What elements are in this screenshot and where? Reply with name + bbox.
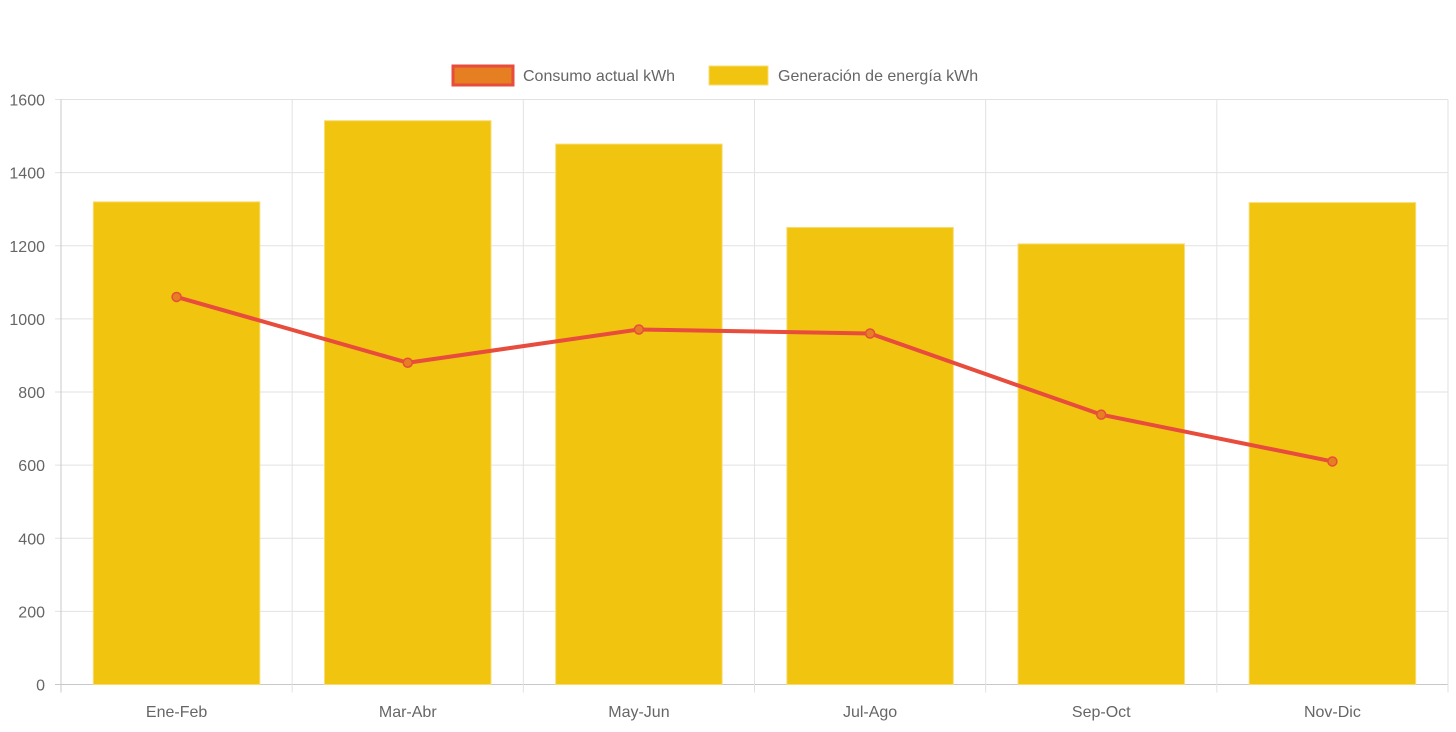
y-axis: 0 200 400 600 800 1000 1200 1400 1600 — [9, 93, 45, 695]
line-path — [176, 295, 1333, 464]
x-tick-label: May-Jun — [608, 704, 669, 721]
y-tick-label: 1200 — [9, 239, 45, 256]
x-tick-label: Mar-Abr — [379, 704, 437, 721]
y-tick-label: 0 — [36, 678, 45, 695]
line-series — [171, 291, 1338, 467]
line-point — [864, 328, 876, 339]
bar — [92, 201, 261, 685]
bar — [786, 226, 954, 685]
legend-label-generacion: Generación de energía kWh — [778, 68, 978, 85]
y-tick-label: 1400 — [9, 166, 45, 183]
line-point — [171, 291, 182, 303]
x-tick-label: Nov-Dic — [1304, 704, 1361, 721]
grid — [55, 99, 1449, 693]
y-tick-label: 1600 — [9, 93, 45, 110]
x-tick-label: Ene-Feb — [146, 704, 207, 721]
legend-item-consumo[interactable]: Consumo actual kWh — [451, 64, 675, 87]
bar — [555, 143, 723, 685]
y-tick-label: 1000 — [9, 312, 45, 329]
legend-swatch-consumo — [451, 64, 515, 87]
x-axis: Ene-Feb Mar-Abr May-Jun Jul-Ago Sep-Oct Nov-D… — [146, 704, 1361, 721]
legend-item-generacion[interactable]: Generación de energía kWh — [708, 65, 978, 86]
y-tick-label: 600 — [18, 458, 45, 475]
line-point — [633, 324, 645, 335]
legend-swatch-generacion — [708, 65, 769, 86]
y-tick-label: 800 — [18, 385, 45, 402]
x-tick-label: Sep-Oct — [1072, 704, 1131, 721]
legend: Consumo actual kWh Generación de energía… — [451, 64, 978, 87]
x-tick-label: Jul-Ago — [843, 704, 897, 721]
line-point — [402, 357, 413, 368]
bar — [1248, 202, 1417, 685]
y-tick-label: 400 — [18, 531, 45, 548]
line-point — [1327, 456, 1338, 467]
bar — [324, 120, 492, 686]
y-tick-label: 200 — [18, 604, 45, 621]
line-point — [1096, 409, 1107, 420]
legend-label-consumo: Consumo actual kWh — [523, 68, 675, 85]
bar-series — [92, 120, 1417, 686]
bar — [1017, 243, 1185, 685]
